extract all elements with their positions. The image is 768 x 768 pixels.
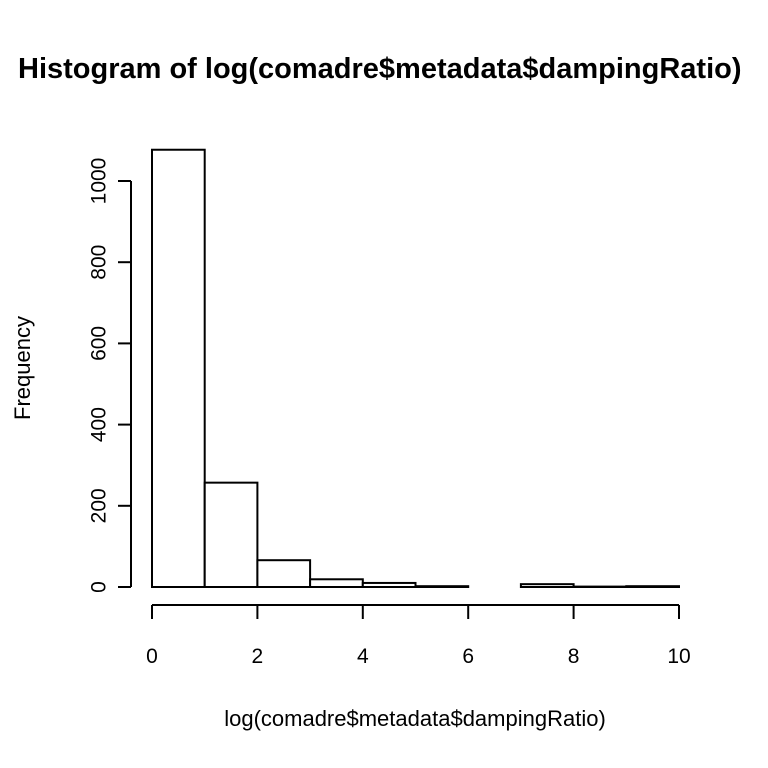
histogram-bar-9 — [625, 585, 680, 588]
x-tick-label-5: 10 — [667, 645, 690, 668]
histogram-bar-5 — [414, 585, 470, 588]
y-ticks-group: 0 200 400 600 800 1000 — [88, 158, 131, 593]
bars-group — [151, 148, 680, 589]
x-tick-label-3: 6 — [462, 645, 474, 668]
histogram-bar-1 — [203, 481, 259, 588]
histogram-bar-4 — [361, 581, 417, 589]
y-tick-label-3: 600 — [88, 326, 111, 361]
histogram-bar-0 — [151, 148, 206, 588]
y-axis-label: Frequency — [10, 316, 35, 420]
y-tick-label-2: 400 — [88, 407, 111, 442]
x-tick-label-4: 8 — [568, 645, 580, 668]
chart-title: Histogram of log(comadre$metadata$dampin… — [18, 53, 742, 85]
x-tick-label-0: 0 — [146, 645, 158, 668]
histogram-bar-2 — [256, 559, 312, 588]
histogram-bar-7 — [519, 583, 575, 589]
x-ticks-group: 0 2 4 6 8 10 — [146, 605, 691, 668]
y-tick-label-4: 800 — [88, 245, 111, 280]
x-tick-label-1: 2 — [252, 645, 264, 668]
histogram-bar-3 — [309, 578, 364, 589]
x-tick-label-2: 4 — [357, 645, 369, 668]
y-tick-label-0: 0 — [88, 581, 111, 593]
x-axis-label: log(comadre$metadata$dampingRatio) — [224, 706, 606, 731]
y-tick-label-5: 1000 — [88, 158, 111, 205]
y-tick-label-1: 200 — [88, 488, 111, 523]
